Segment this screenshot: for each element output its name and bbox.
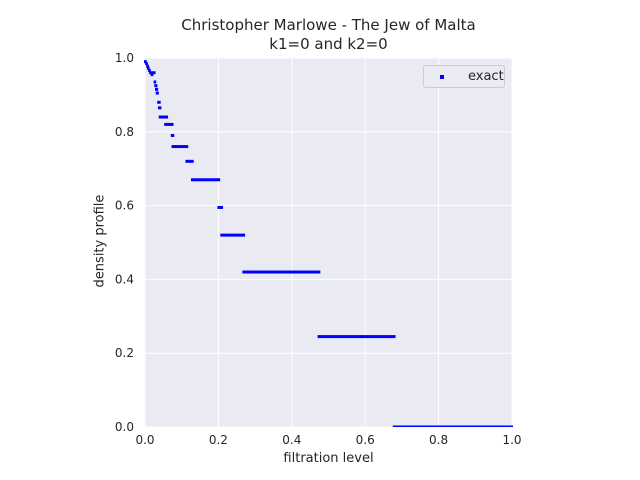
- data-marks: [144, 60, 513, 427]
- plot-background: [145, 58, 512, 427]
- legend-label-exact: exact: [468, 69, 504, 84]
- legend: exact: [423, 65, 505, 88]
- tick-labels: 0.0 0.2 0.4 0.6 0.8 1.0 0.0 0.2 0.4 0.6 0.8 1.0: [115, 51, 522, 447]
- data-point-segment: [242, 270, 321, 274]
- data-point-segment: [158, 115, 169, 119]
- data-point-segment: [155, 87, 159, 91]
- data-point-segment: [146, 66, 150, 70]
- data-point-segment: [153, 80, 157, 84]
- data-point-segment: [146, 64, 149, 68]
- y-tick-label: 0.2: [115, 346, 134, 360]
- grid-lines: [144, 57, 513, 428]
- data-point-segment: [185, 159, 194, 163]
- y-tick-label: 0.0: [115, 420, 134, 434]
- chart-subtitle: k1=0 and k2=0: [269, 35, 388, 53]
- data-point-segment: [157, 106, 162, 110]
- x-tick-label: 0.4: [282, 433, 301, 447]
- data-point-segment: [170, 133, 175, 137]
- y-axis-label: density profile: [92, 194, 108, 288]
- data-point-segment: [155, 91, 159, 95]
- data-point-segment: [149, 71, 156, 75]
- data-point-segment: [217, 205, 224, 209]
- data-point-segment: [220, 233, 246, 237]
- x-tick-label: 0.2: [209, 433, 228, 447]
- data-point-segment: [145, 62, 148, 66]
- data-point-segment: [164, 122, 174, 126]
- data-point-segment: [317, 335, 396, 339]
- y-tick-label: 0.4: [115, 272, 134, 286]
- legend-marker-exact: [440, 75, 444, 79]
- y-tick-label: 0.8: [115, 125, 134, 139]
- data-point-segment: [392, 425, 513, 427]
- data-point-segment: [171, 145, 189, 149]
- x-tick-label: 0.8: [429, 433, 448, 447]
- x-tick-label: 1.0: [502, 433, 521, 447]
- data-point-segment: [190, 178, 221, 182]
- data-point-segment: [150, 73, 154, 77]
- data-point-segment: [148, 69, 151, 73]
- data-point-segment: [154, 84, 158, 88]
- y-tick-label: 1.0: [115, 51, 134, 65]
- data-point-segment: [144, 60, 147, 64]
- x-tick-label: 0.6: [356, 433, 375, 447]
- data-point-segment: [157, 100, 161, 104]
- y-tick-label: 0.6: [115, 199, 134, 213]
- x-tick-label: 0.0: [135, 433, 154, 447]
- x-axis-label: filtration level: [283, 451, 374, 466]
- chart-title: Christopher Marlowe - The Jew of Malta: [181, 16, 476, 34]
